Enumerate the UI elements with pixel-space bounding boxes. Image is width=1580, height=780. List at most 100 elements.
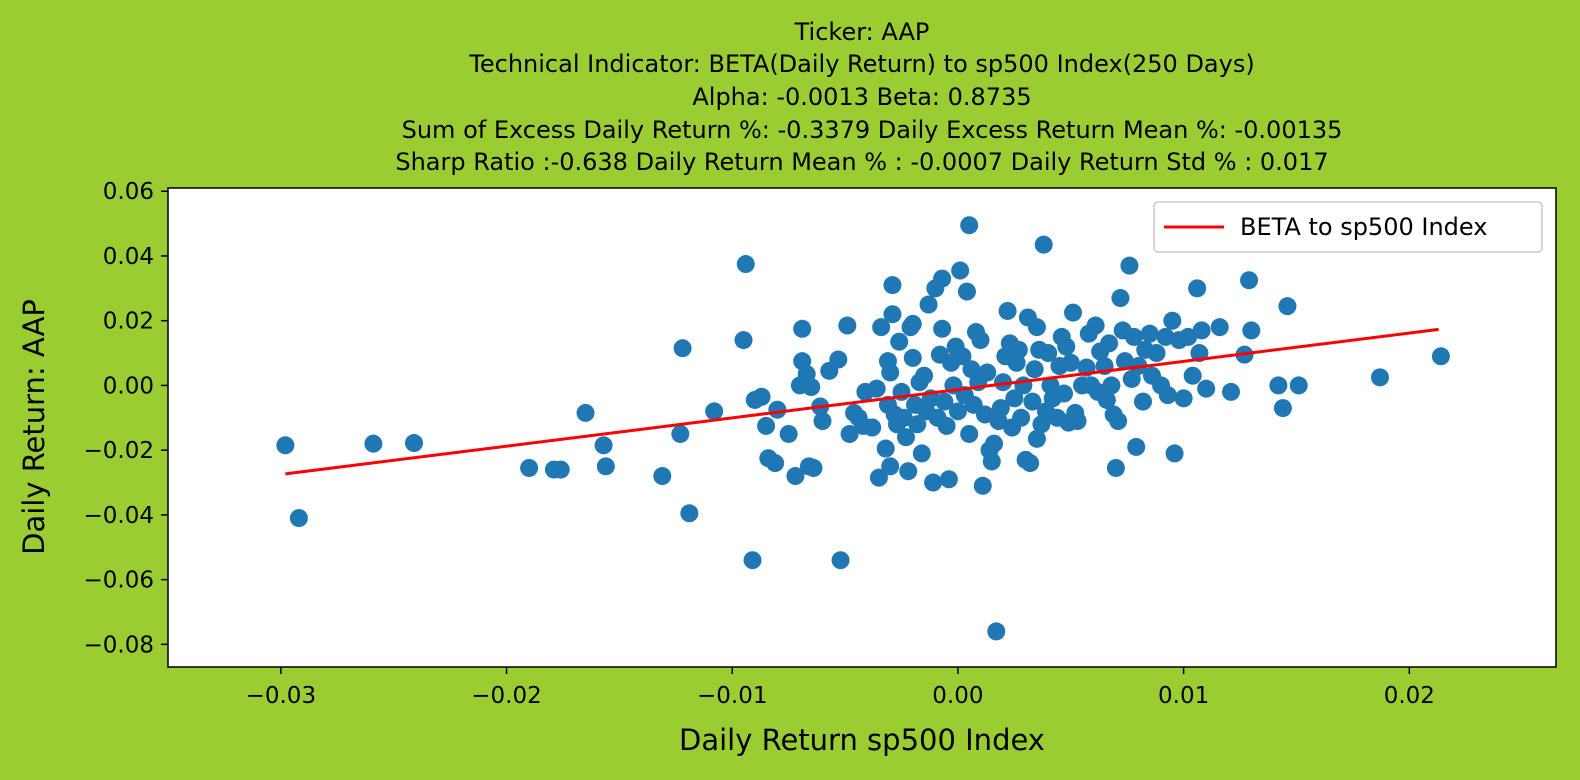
scatter-point [915,366,934,385]
title-indicator: Technical Indicator: BETA(Daily Return) … [468,50,1254,78]
scatter-point [1183,366,1202,385]
scatter-point [734,331,753,350]
chart-title: Ticker: AAP Technical Indicator: BETA(Da… [395,18,1342,176]
y-tick-label: −0.06 [84,568,154,594]
scatter-point [520,458,539,477]
title-ticker: Ticker: AAP [794,18,930,46]
scatter-point [793,319,812,338]
scatter-point [1061,353,1080,372]
x-tick-label: −0.03 [246,683,316,709]
scatter-point [960,424,979,443]
x-tick-label: −0.02 [471,683,541,709]
scatter-point [978,363,997,382]
x-tick-label: 0.01 [1158,683,1209,709]
scatter-point [1009,340,1028,359]
scatter-point [872,318,891,337]
scatter-point [1023,392,1042,411]
legend: BETA to sp500 Index [1153,201,1543,253]
y-tick-label: 0.06 [103,179,154,205]
title-sharp-ratio: Sharp Ratio :-0.638 Daily Return Mean % … [395,148,1328,176]
scatter-point [1005,389,1024,408]
scatter-point [653,467,672,486]
scatter-point [1156,327,1175,346]
scatter-point [973,476,992,495]
scatter-point [919,295,938,314]
scatter-point [894,408,913,427]
scatter-point [1242,321,1261,340]
scatter-point [671,424,690,443]
scatter-point [779,424,798,443]
scatter-point [869,468,888,487]
scatter-point [1027,429,1046,448]
y-tick-label: −0.08 [84,632,154,658]
scatter-point [1240,271,1259,290]
x-axis-ticks: −0.03 −0.02 −0.01 0.00 0.01 0.02 [246,667,1435,709]
scatter-point [594,436,613,455]
scatter-point [831,551,850,570]
plot-frame [167,187,1557,668]
scatter-point [1025,360,1044,379]
scatter-point [364,434,383,453]
scatter-point [673,339,692,358]
scatter-point [935,392,954,411]
x-axis-label: Daily Return sp500 Index [679,723,1045,757]
scatter-point [960,216,979,235]
scatter-point [276,436,295,455]
scatter-point [1158,386,1177,405]
scatter-point [1210,318,1229,337]
scatter-point [576,403,595,422]
scatter-point [1034,235,1053,254]
scatter-point [680,504,699,523]
scatter-point [1086,316,1105,335]
scatter-point [596,457,615,476]
scatter-point [1133,392,1152,411]
scatter-point [768,400,787,419]
scatter-point [1174,389,1193,408]
scatter-point [951,261,970,280]
scatter-point [1054,384,1073,403]
scatter-point [1197,379,1216,398]
x-tick-label: 0.02 [1384,683,1435,709]
scatter-point [867,379,886,398]
scatter-point [1163,311,1182,330]
scatter-point [924,473,943,492]
scatter-point [883,276,902,295]
scatter-point [1102,376,1121,395]
y-axis-label: Daily Return: AAP [17,299,51,555]
scatter-point [1111,289,1130,308]
legend-box [1153,201,1543,253]
scatter-point [1012,408,1031,427]
scatter-point [1370,368,1389,387]
scatter-point [948,402,967,421]
scatter-point [899,462,918,481]
scatter-point [985,434,1004,453]
scatter-point [903,314,922,333]
y-tick-label: 0.00 [103,373,154,399]
scatter-point [829,350,848,369]
scatter-point [840,424,859,443]
scatter-point [1014,376,1033,395]
scatter-point [976,405,995,424]
scatter-point [957,282,976,301]
scatter-point [1021,454,1040,473]
scatter-point [1106,458,1125,477]
y-tick-label: 0.04 [103,244,154,270]
scatter-point [752,387,771,406]
scatter-point [897,428,916,447]
scatter-point [903,348,922,367]
scatter-point [987,622,1006,641]
scatter-point [863,418,882,437]
scatter-point [971,331,990,350]
scatter-point [933,319,952,338]
scatter-point [1278,297,1297,316]
scatter-point [1127,437,1146,456]
scatter-point [890,332,909,351]
scatter-point [1064,303,1083,322]
scatter-point [876,439,895,458]
scatter-point [551,460,570,479]
title-alpha-beta: Alpha: -0.0013 Beta: 0.8735 [692,83,1031,111]
scatter-point [1289,376,1308,395]
scatter-point [1192,321,1211,340]
scatter-point [1431,347,1450,366]
